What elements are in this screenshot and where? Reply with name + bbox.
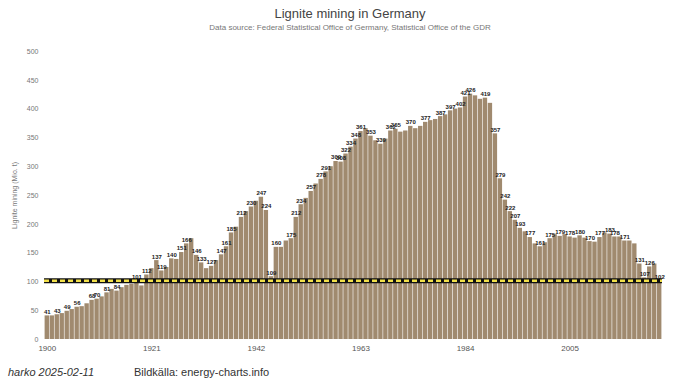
svg-text:131: 131 (634, 257, 645, 263)
svg-text:291: 291 (321, 165, 332, 171)
svg-text:102: 102 (654, 273, 665, 280)
svg-text:109: 109 (266, 270, 277, 276)
svg-text:41: 41 (44, 309, 51, 315)
svg-text:353: 353 (366, 129, 377, 135)
svg-text:107: 107 (640, 271, 651, 277)
svg-text:400: 400 (27, 105, 39, 112)
svg-text:402: 402 (456, 101, 467, 107)
svg-text:170: 170 (585, 234, 595, 241)
svg-text:426: 426 (465, 87, 476, 93)
svg-text:185: 185 (227, 226, 238, 232)
svg-text:278: 278 (316, 172, 327, 178)
svg-text:177: 177 (525, 230, 536, 236)
svg-text:500: 500 (27, 48, 39, 55)
svg-text:68: 68 (88, 293, 96, 300)
svg-text:377: 377 (421, 115, 432, 121)
svg-text:119: 119 (157, 264, 167, 270)
svg-text:350: 350 (27, 134, 39, 141)
svg-text:193: 193 (515, 221, 526, 227)
svg-text:300: 300 (27, 163, 39, 170)
svg-text:140: 140 (167, 252, 178, 258)
svg-text:279: 279 (495, 172, 506, 178)
svg-text:348: 348 (351, 132, 362, 138)
svg-text:212: 212 (236, 210, 247, 216)
svg-text:175: 175 (286, 232, 297, 238)
html-text:179 178 180: 179 178 180 (555, 228, 586, 236)
svg-text:151: 151 (177, 245, 188, 251)
svg-text:177: 177 (595, 230, 605, 237)
svg-text:308: 308 (336, 155, 347, 161)
svg-text:212: 212 (291, 210, 302, 216)
svg-text:150: 150 (27, 249, 39, 256)
svg-text:230: 230 (246, 200, 257, 206)
svg-text:178: 178 (609, 229, 620, 236)
svg-text:Lignite mining (Mio. t): Lignite mining (Mio. t) (11, 162, 19, 229)
svg-text:257: 257 (306, 184, 317, 190)
svg-text:222: 222 (505, 205, 516, 211)
svg-text:0: 0 (35, 336, 39, 343)
svg-text:247: 247 (256, 190, 267, 196)
svg-text:1984: 1984 (457, 344, 475, 353)
svg-text:126: 126 (645, 260, 656, 266)
svg-text:419: 419 (480, 91, 491, 97)
svg-text:322: 322 (341, 147, 352, 153)
svg-text:242: 242 (500, 193, 511, 199)
svg-text:50: 50 (31, 307, 39, 314)
svg-text:137: 137 (152, 254, 163, 260)
svg-text:43: 43 (54, 308, 61, 314)
svg-text:334: 334 (346, 140, 357, 146)
svg-text:450: 450 (27, 77, 39, 84)
svg-text:200: 200 (27, 221, 39, 228)
svg-text:224: 224 (261, 203, 272, 209)
svg-text:161: 161 (535, 240, 546, 246)
svg-text:1900: 1900 (38, 344, 56, 353)
svg-text:207: 207 (510, 213, 521, 219)
svg-text:361: 361 (356, 124, 366, 131)
html-text:harko 2025-02-11: harko 2025-02-11 (8, 366, 94, 378)
svg-text:387: 387 (436, 110, 447, 116)
svg-text:250: 250 (27, 192, 39, 199)
svg-text:1963: 1963 (352, 344, 370, 353)
svg-text:365: 365 (391, 122, 402, 128)
svg-text:70: 70 (94, 292, 101, 298)
svg-text:146: 146 (192, 248, 203, 254)
svg-text:171: 171 (620, 234, 631, 240)
svg-text:133: 133 (196, 255, 207, 262)
svg-text:147: 147 (217, 248, 228, 254)
svg-text:49: 49 (64, 304, 71, 310)
svg-text:160: 160 (271, 240, 282, 246)
html-text:Lignite mining in Germany: Lignite mining in Germany (274, 6, 426, 21)
svg-text:1942: 1942 (248, 344, 266, 353)
svg-text:127: 127 (207, 259, 218, 265)
svg-text:101: 101 (131, 274, 142, 281)
html-text:Bildkälla: energy-charts.info: Bildkälla: energy-charts.info (134, 366, 270, 378)
svg-text:397: 397 (445, 103, 456, 110)
svg-text:84: 84 (114, 284, 121, 290)
svg-text:166: 166 (182, 237, 193, 243)
svg-text:56: 56 (74, 300, 81, 306)
svg-text:161: 161 (222, 240, 233, 246)
svg-text:175: 175 (545, 231, 556, 238)
svg-text:234: 234 (296, 198, 307, 204)
svg-text:357: 357 (490, 127, 501, 133)
html-text:Data source: Federal Statistic: Data source: Federal Statistical Office … (209, 23, 491, 32)
svg-text:1921: 1921 (143, 344, 161, 353)
svg-text:100: 100 (27, 278, 39, 285)
svg-text:339: 339 (376, 137, 387, 143)
svg-text:112: 112 (142, 268, 152, 274)
svg-text:370: 370 (406, 119, 417, 125)
svg-text:2005: 2005 (561, 344, 579, 353)
svg-text:81: 81 (104, 286, 111, 292)
